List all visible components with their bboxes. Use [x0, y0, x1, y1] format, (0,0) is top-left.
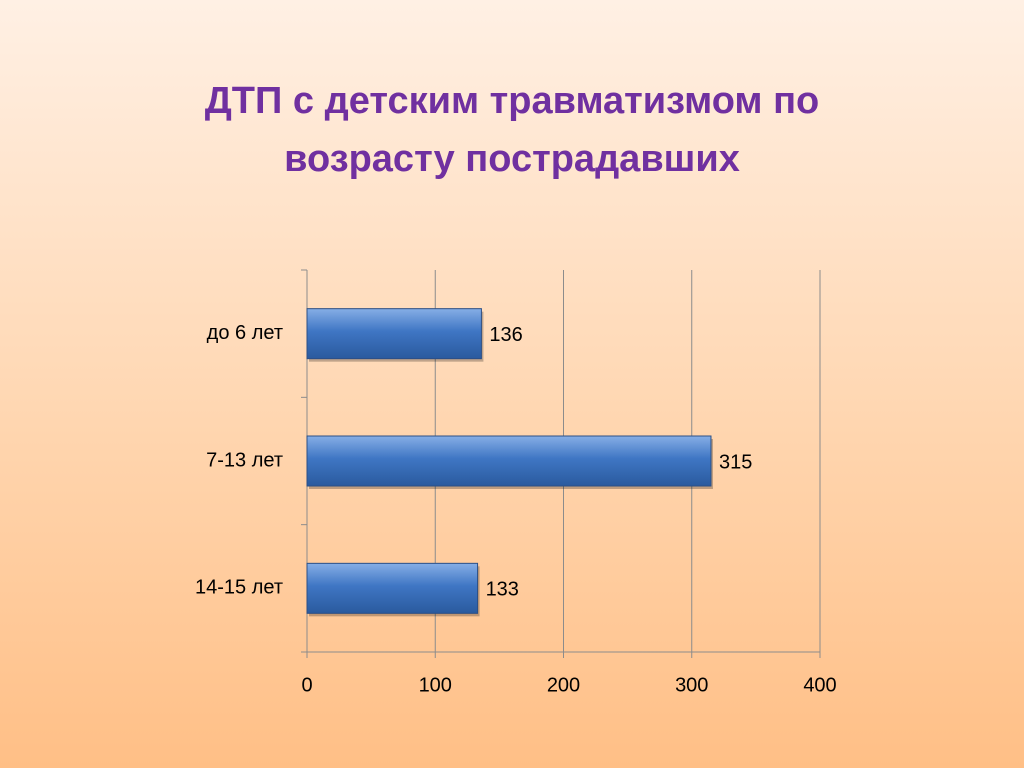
bar — [306, 435, 712, 487]
x-tick-label: 0 — [301, 674, 312, 696]
x-tick-label: 400 — [803, 674, 836, 696]
bar — [306, 562, 479, 614]
y-tick-label: 7-13 лет — [206, 449, 283, 471]
chart-title: ДТП с детским травматизмом по возрасту п… — [204, 80, 820, 180]
bar — [306, 308, 482, 360]
data-label: 133 — [486, 579, 519, 601]
x-tick-label: 200 — [547, 674, 580, 696]
y-tick-label: 14-15 лет — [195, 577, 283, 599]
y-tick-label: до 6 лет — [207, 322, 283, 344]
data-label: 315 — [719, 451, 752, 473]
x-tick-label: 100 — [419, 674, 452, 696]
x-tick-label: 300 — [675, 674, 708, 696]
data-label: 136 — [489, 324, 522, 346]
